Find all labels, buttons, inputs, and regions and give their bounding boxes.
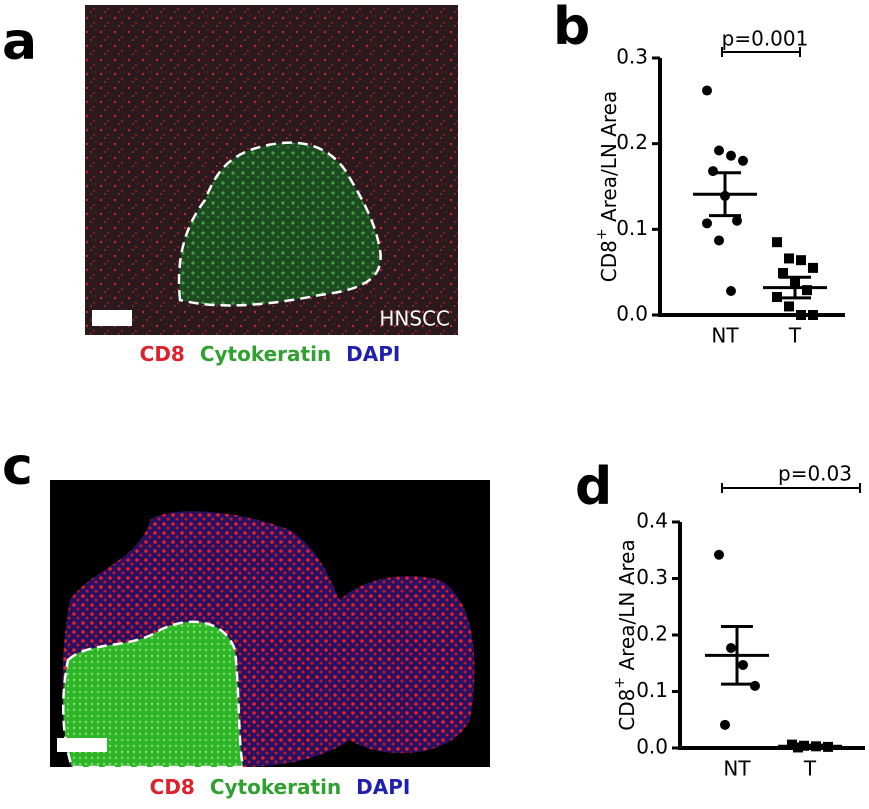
y-axis-label: CD8+ Area/LN Area: [594, 91, 621, 282]
y-tick-label: 0.3: [616, 45, 648, 69]
data-point: [787, 739, 797, 750]
data-point: [738, 155, 748, 166]
y-label-part: Area/LN Area: [615, 539, 639, 677]
y-tick-label: 0.3: [636, 565, 668, 589]
data-point: [750, 680, 760, 691]
data-point: [738, 659, 748, 670]
data-point: [714, 145, 724, 156]
panel-label: b: [553, 0, 590, 57]
data-point: [808, 310, 818, 320]
data-point: [726, 286, 736, 297]
data-point: [772, 237, 782, 248]
x-tick-label: NT: [723, 757, 751, 781]
data-point: [702, 218, 712, 229]
data-point: [778, 268, 788, 279]
image-annotation: HNSCC: [379, 307, 450, 331]
y-axis-label: CD8+ Area/LN Area: [612, 539, 639, 730]
y-label-part: Area/LN Area: [597, 91, 621, 229]
x-tick-label: NT: [711, 324, 739, 348]
data-point: [796, 310, 806, 320]
panel-label: c: [2, 437, 33, 497]
caption-dapi: DAPI: [356, 775, 410, 799]
p-value: p=0.001: [722, 27, 809, 51]
data-point: [714, 549, 724, 560]
panel-label: d: [575, 457, 612, 517]
caption: CD8 Cytokeratin DAPI: [140, 342, 401, 366]
y-tick-label: 0.4: [636, 509, 668, 533]
caption: CD8 Cytokeratin DAPI: [150, 775, 411, 799]
y-tick-label: 0.1: [616, 216, 648, 240]
data-point: [702, 85, 712, 96]
y-label-sup: +: [612, 677, 628, 689]
y-label-sup: +: [594, 228, 610, 240]
data-point: [802, 285, 812, 296]
y-label-part: CD8: [615, 689, 639, 731]
caption-cd8: CD8: [140, 342, 185, 366]
caption-cytokeratin: Cytokeratin: [200, 342, 331, 366]
data-point: [784, 301, 794, 312]
data-point: [714, 235, 724, 246]
y-tick-label: 0.1: [636, 678, 668, 702]
y-tick-label: 0.0: [616, 302, 648, 326]
p-value: p=0.03: [778, 462, 852, 486]
x-tick-label: T: [788, 324, 802, 348]
micrograph-a: HNSCC: [85, 5, 458, 335]
x-tick-label: T: [803, 757, 817, 781]
y-tick-label: 0.2: [636, 622, 668, 646]
y-tick-label: 0.2: [616, 130, 648, 154]
data-point: [720, 719, 730, 730]
data-point: [772, 292, 782, 303]
micrograph-c: [50, 480, 490, 769]
data-point: [796, 255, 806, 266]
panel-label: a: [2, 12, 37, 72]
data-point: [708, 166, 718, 177]
data-point: [732, 215, 742, 226]
caption-dapi: DAPI: [346, 342, 400, 366]
data-point: [726, 150, 736, 161]
data-point: [808, 262, 818, 273]
caption-cd8: CD8: [150, 775, 195, 799]
y-tick-label: 0.0: [636, 735, 668, 759]
data-point: [726, 642, 736, 653]
data-point: [784, 253, 794, 264]
caption-cytokeratin: Cytokeratin: [210, 775, 341, 799]
y-label-part: CD8: [597, 240, 621, 282]
